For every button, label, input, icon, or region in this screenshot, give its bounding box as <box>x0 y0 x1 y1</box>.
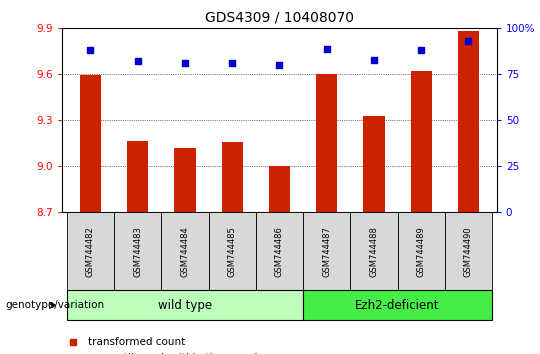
Point <box>275 62 284 68</box>
Bar <box>316 74 338 212</box>
Bar <box>114 212 161 290</box>
Point <box>369 57 378 62</box>
Point <box>464 38 473 44</box>
Bar <box>410 71 432 212</box>
Bar <box>397 212 445 290</box>
Bar <box>458 32 479 212</box>
Bar <box>445 212 492 290</box>
Title: GDS4309 / 10408070: GDS4309 / 10408070 <box>205 10 354 24</box>
Text: GSM744485: GSM744485 <box>228 226 237 277</box>
Bar <box>363 116 384 212</box>
Text: GSM744490: GSM744490 <box>464 226 473 277</box>
Bar <box>221 142 243 212</box>
Bar <box>303 212 350 290</box>
Text: GSM744482: GSM744482 <box>86 226 95 277</box>
Bar <box>208 212 256 290</box>
Text: GSM744484: GSM744484 <box>180 226 190 277</box>
Point <box>133 59 142 64</box>
Bar <box>80 75 101 212</box>
Bar <box>256 212 303 290</box>
Bar <box>161 212 208 290</box>
Bar <box>127 141 148 212</box>
Text: Ezh2-deficient: Ezh2-deficient <box>355 299 440 312</box>
Bar <box>174 148 195 212</box>
Point <box>180 61 189 66</box>
Text: wild type: wild type <box>158 299 212 312</box>
Bar <box>303 290 492 320</box>
Text: GSM744487: GSM744487 <box>322 226 331 277</box>
Point <box>322 46 331 51</box>
Bar <box>269 166 290 212</box>
Point <box>86 47 95 53</box>
Text: GSM744483: GSM744483 <box>133 226 142 277</box>
Text: GSM744488: GSM744488 <box>369 226 379 277</box>
Bar <box>350 212 397 290</box>
Text: GSM744486: GSM744486 <box>275 226 284 277</box>
Point <box>417 47 426 53</box>
Point <box>228 61 237 66</box>
Text: genotype/variation: genotype/variation <box>5 300 105 310</box>
Text: percentile rank within the sample: percentile rank within the sample <box>88 353 264 354</box>
Text: GSM744489: GSM744489 <box>417 226 426 277</box>
Text: transformed count: transformed count <box>88 337 185 347</box>
Bar <box>67 212 114 290</box>
Bar <box>67 290 303 320</box>
